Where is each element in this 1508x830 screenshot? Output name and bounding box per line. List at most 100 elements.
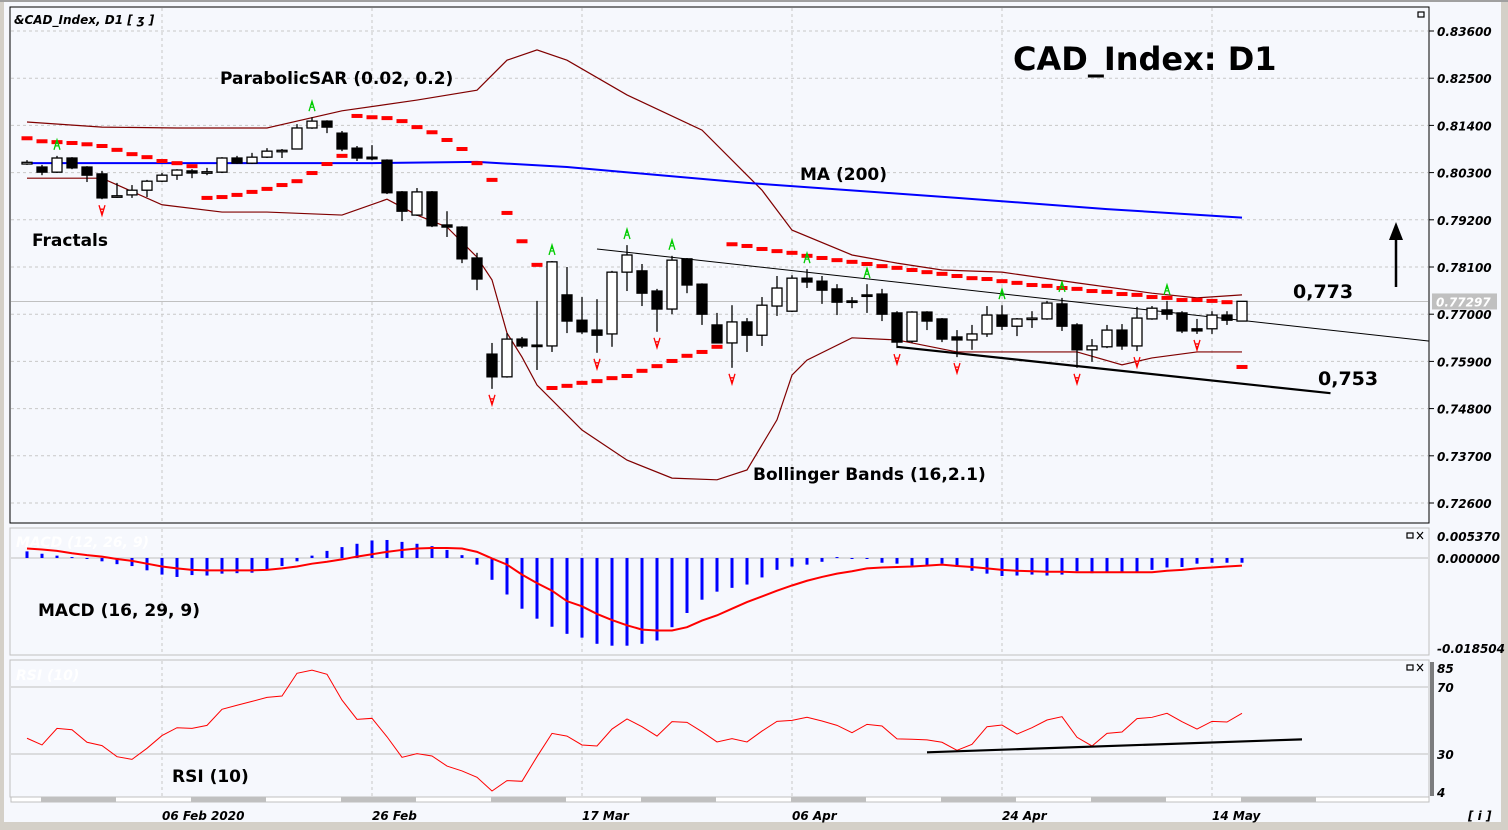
candle bbox=[996, 305, 1008, 331]
rsi-y-tick-label: 30 bbox=[1437, 748, 1454, 762]
macd-histogram-bar bbox=[730, 558, 734, 588]
candle bbox=[441, 211, 453, 237]
candle bbox=[291, 124, 303, 150]
candle-body bbox=[621, 254, 633, 273]
macd-histogram-bar bbox=[580, 558, 584, 638]
candle-body bbox=[51, 157, 63, 173]
candle bbox=[1131, 306, 1143, 352]
sar-dot bbox=[1116, 292, 1128, 297]
macd-histogram-bar bbox=[925, 558, 929, 566]
candle bbox=[51, 155, 63, 174]
macd-y-tick-label: -0.018504 bbox=[1437, 642, 1505, 656]
bollinger-label: Bollinger Bands (16,2.1) bbox=[753, 465, 986, 485]
sar-dot bbox=[606, 376, 618, 381]
trendline-resistance bbox=[596, 248, 1430, 342]
candle bbox=[1011, 318, 1023, 337]
rsi-maximize-icon[interactable] bbox=[1406, 664, 1414, 671]
candle-body bbox=[1206, 314, 1218, 330]
candle bbox=[576, 297, 588, 334]
macd-histogram-bar bbox=[565, 558, 569, 634]
candle bbox=[1191, 318, 1203, 334]
time-strip-segment bbox=[191, 797, 266, 802]
candle-body bbox=[111, 195, 123, 198]
macd-maximize-icon[interactable] bbox=[1406, 532, 1414, 539]
y-tick-label: 0.80300 bbox=[1437, 167, 1492, 181]
main-maximize-icon[interactable] bbox=[1417, 11, 1425, 18]
candle bbox=[741, 318, 753, 352]
sar-dot bbox=[306, 171, 318, 176]
sar-dot bbox=[531, 262, 543, 267]
macd-histogram-bar bbox=[610, 558, 614, 646]
sar-dot bbox=[1176, 298, 1188, 303]
macd-histogram-bar bbox=[865, 558, 869, 559]
rsi-y-tick-label: 85 bbox=[1437, 662, 1454, 676]
sar-dot bbox=[876, 264, 888, 269]
macd-histogram-bar bbox=[850, 558, 854, 559]
candle bbox=[756, 297, 768, 346]
time-strip-segment bbox=[491, 797, 566, 802]
candle-body bbox=[1221, 314, 1233, 321]
candle-body bbox=[456, 226, 468, 260]
info-button[interactable]: [ i ] bbox=[1467, 809, 1492, 823]
macd-histogram-bar bbox=[295, 558, 299, 562]
candle bbox=[1026, 311, 1038, 328]
candle-body bbox=[171, 169, 183, 176]
candle bbox=[906, 311, 918, 343]
candle bbox=[1116, 324, 1128, 350]
candle bbox=[591, 299, 603, 353]
rsi-line bbox=[26, 669, 1243, 792]
candle-body bbox=[126, 189, 138, 196]
candle bbox=[21, 160, 33, 165]
x-tick-label: 24 Apr bbox=[1002, 809, 1048, 823]
sar-dot bbox=[486, 177, 498, 182]
candle bbox=[861, 284, 873, 313]
candle-body bbox=[1146, 307, 1158, 320]
sar-dot bbox=[996, 279, 1008, 284]
sar-dot bbox=[816, 255, 828, 260]
sar-dot bbox=[1071, 286, 1083, 291]
sar-dot bbox=[126, 152, 138, 157]
macd-histogram-bar bbox=[220, 558, 224, 574]
candle-body bbox=[606, 271, 618, 335]
candle bbox=[546, 260, 558, 352]
fractal-down-icon bbox=[1073, 373, 1081, 387]
candle-body bbox=[741, 321, 753, 336]
candle bbox=[426, 191, 438, 228]
candle-body bbox=[36, 166, 48, 173]
fractal-up-icon bbox=[548, 242, 556, 256]
sar-dot bbox=[171, 161, 183, 166]
macd-signal-line bbox=[26, 547, 1243, 632]
candle bbox=[171, 169, 183, 180]
y-tick-label: 0.82500 bbox=[1437, 72, 1492, 86]
candle-body bbox=[141, 180, 153, 191]
macd-histogram-bar bbox=[670, 558, 674, 628]
candle-body bbox=[576, 319, 588, 333]
candle-body bbox=[501, 338, 513, 378]
candle-body bbox=[666, 259, 678, 310]
sar-dot bbox=[366, 115, 378, 120]
candle bbox=[81, 166, 93, 183]
candle-body bbox=[1176, 312, 1188, 332]
macd-histogram-bar bbox=[1075, 558, 1079, 572]
macd-histogram-bar bbox=[715, 558, 719, 592]
macd-histogram-bar bbox=[1165, 558, 1169, 568]
sar-dot bbox=[906, 268, 918, 273]
macd-close-icon[interactable] bbox=[1416, 531, 1424, 540]
macd-histogram-bar bbox=[70, 557, 74, 559]
candle bbox=[366, 145, 378, 161]
macd-histogram-bar bbox=[550, 558, 554, 627]
sar-dot bbox=[636, 368, 648, 373]
candle bbox=[186, 169, 198, 179]
candle-body bbox=[156, 174, 168, 182]
sar-dot bbox=[1236, 364, 1248, 369]
rsi-close-icon[interactable] bbox=[1416, 663, 1424, 672]
sar-dot bbox=[621, 373, 633, 378]
candle-body bbox=[351, 147, 363, 159]
candle-body bbox=[1056, 303, 1068, 327]
sar-dot bbox=[141, 155, 153, 160]
candle bbox=[1146, 306, 1158, 320]
fractal-up-icon bbox=[1058, 279, 1066, 293]
candle bbox=[516, 336, 528, 349]
macd-histogram-bar bbox=[910, 558, 914, 566]
candle-body bbox=[1161, 309, 1173, 315]
